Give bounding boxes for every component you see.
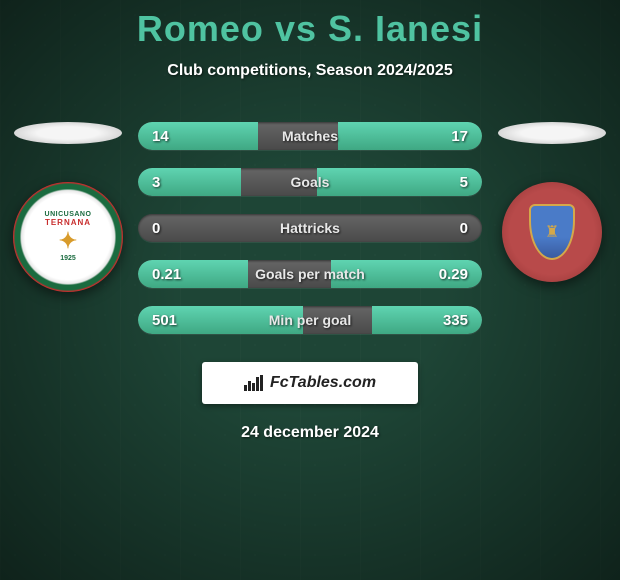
- team1-badge: UNICUSANO TERNANA ✦ 1925: [13, 182, 123, 292]
- subtitle: Club competitions, Season 2024/2025: [0, 62, 620, 80]
- comparison-title: Romeo vs S. Ianesi: [0, 0, 620, 50]
- vs-text: vs: [275, 8, 317, 49]
- stat-value-left: 501: [152, 312, 177, 329]
- team1-badge-year: 1925: [45, 255, 92, 263]
- stat-bar-hattricks: 0 Hattricks 0: [138, 214, 482, 242]
- stat-value-right: 17: [451, 128, 468, 145]
- date-text: 24 december 2024: [0, 424, 620, 442]
- player2-silhouette: [498, 122, 606, 144]
- stat-value-left: 0: [152, 220, 160, 237]
- stat-bar-goals-per-match: 0.21 Goals per match 0.29: [138, 260, 482, 288]
- team2-shield-icon: ♜: [529, 204, 575, 260]
- stat-label: Goals: [291, 174, 330, 190]
- brand-text: FcTables.com: [270, 374, 376, 392]
- stat-value-right: 5: [460, 174, 468, 191]
- left-column: UNICUSANO TERNANA ✦ 1925: [8, 122, 128, 292]
- stat-value-right: 0.29: [439, 266, 468, 283]
- brand-chart-icon: [244, 375, 264, 391]
- stats-column: 14 Matches 17 3 Goals 5 0 Hattricks 0 0.21 Goals p…: [138, 122, 482, 334]
- player2-name: S. Ianesi: [328, 8, 483, 49]
- stat-label: Goals per match: [255, 266, 365, 282]
- player1-name: Romeo: [137, 8, 264, 49]
- brand-box: FcTables.com: [202, 362, 418, 404]
- stat-value-right: 335: [443, 312, 468, 329]
- stat-value-left: 3: [152, 174, 160, 191]
- stat-bar-matches: 14 Matches 17: [138, 122, 482, 150]
- stat-label: Min per goal: [269, 312, 351, 328]
- stat-value-left: 0.21: [152, 266, 181, 283]
- team2-badge: ♜: [502, 182, 602, 282]
- stat-label: Hattricks: [280, 220, 340, 236]
- stat-value-left: 14: [152, 128, 169, 145]
- right-column: ♜: [492, 122, 612, 282]
- stat-bar-min-per-goal: 501 Min per goal 335: [138, 306, 482, 334]
- stat-fill-right: [317, 168, 482, 196]
- team1-crest-icon: ✦: [45, 229, 92, 253]
- team1-badge-mid: TERNANA: [45, 219, 92, 228]
- player1-silhouette: [14, 122, 122, 144]
- stat-label: Matches: [282, 128, 338, 144]
- stat-bar-goals: 3 Goals 5: [138, 168, 482, 196]
- stat-value-right: 0: [460, 220, 468, 237]
